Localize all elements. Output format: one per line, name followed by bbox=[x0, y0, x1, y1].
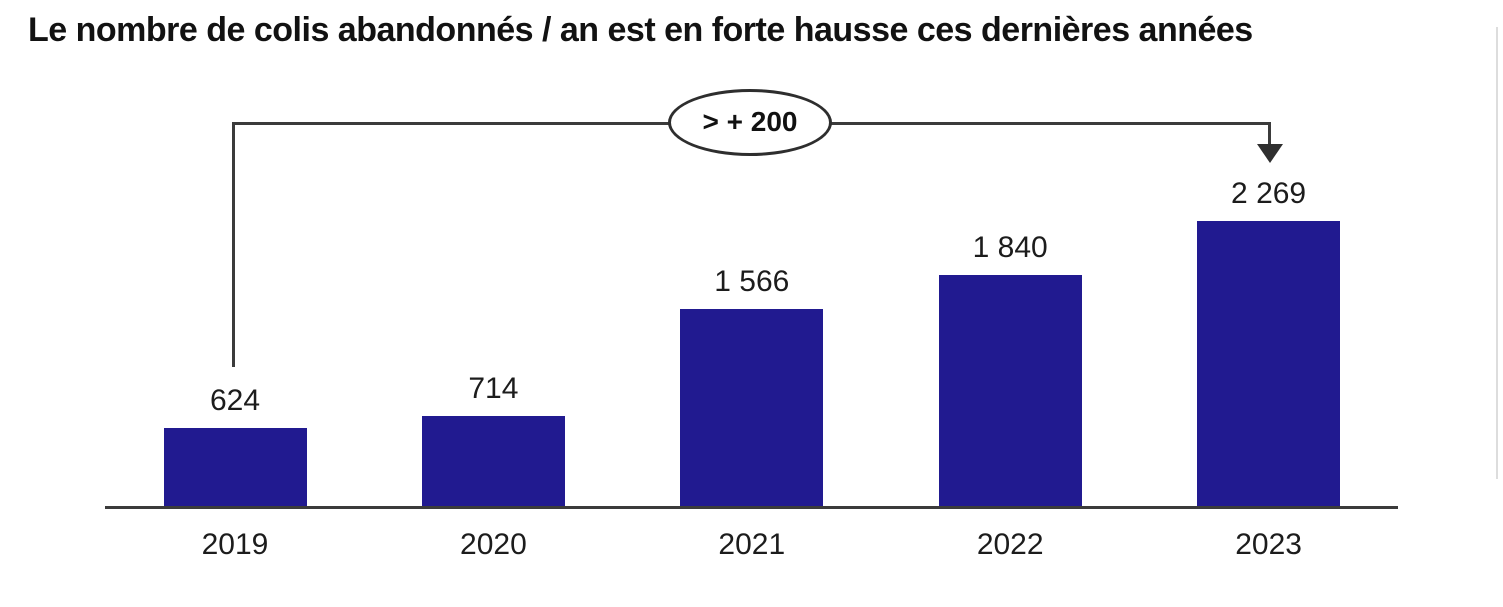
bar-2020 bbox=[421, 416, 565, 506]
category-label-2020: 2020 bbox=[460, 528, 527, 561]
page-edge-line bbox=[1496, 27, 1498, 479]
value-label-2022: 1 840 bbox=[972, 231, 1048, 264]
category-label-2019: 2019 bbox=[201, 528, 269, 561]
bar-2022 bbox=[938, 275, 1082, 506]
arrow-down-icon bbox=[1257, 144, 1283, 163]
x-axis-line bbox=[105, 506, 1398, 509]
bar-2023 bbox=[1197, 221, 1341, 506]
annotation-badge: > + 200 bbox=[668, 89, 832, 156]
annotation-arrow-stem bbox=[1268, 122, 1271, 148]
bar-2021 bbox=[680, 309, 824, 506]
chart-title: Le nombre de colis abandonnés / an est e… bbox=[28, 11, 1253, 49]
annotation-label: > + 200 bbox=[702, 105, 798, 137]
value-label-2020: 714 bbox=[468, 372, 519, 405]
bar-2019 bbox=[163, 428, 307, 506]
value-label-2021: 1 566 bbox=[714, 265, 790, 298]
category-label-2021: 2021 bbox=[718, 528, 786, 561]
value-label-2023: 2 269 bbox=[1231, 177, 1307, 210]
category-label-2022: 2022 bbox=[976, 528, 1044, 561]
value-label-2019: 624 bbox=[209, 384, 261, 417]
category-label-2023: 2023 bbox=[1235, 528, 1302, 561]
annotation-connector-left-line bbox=[232, 122, 235, 367]
